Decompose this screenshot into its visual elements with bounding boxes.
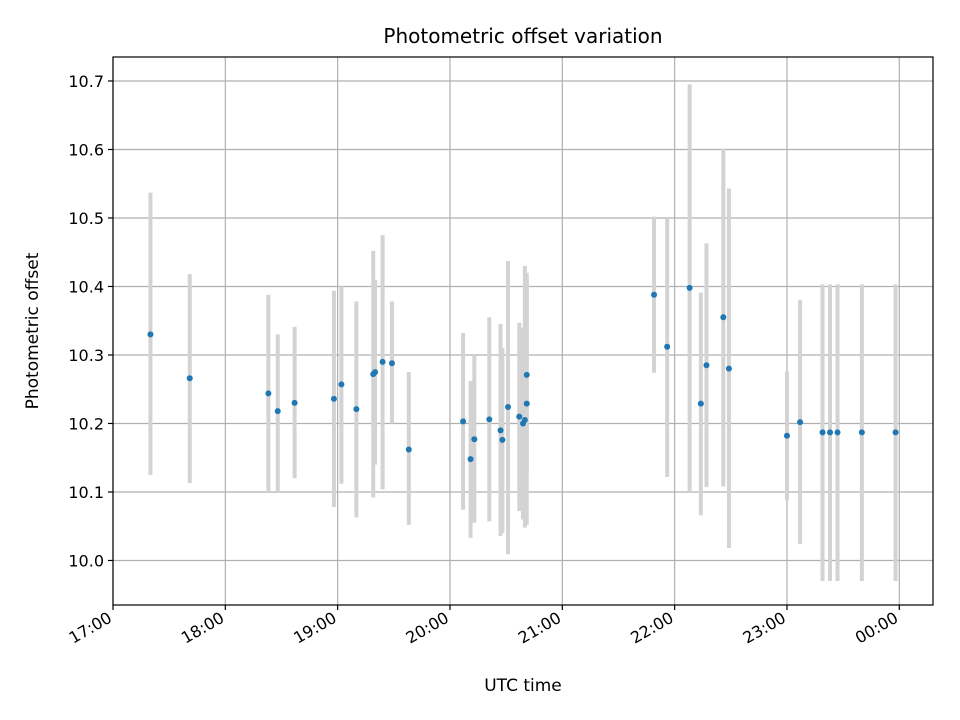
data-point xyxy=(486,416,493,423)
data-point xyxy=(460,418,467,425)
y-tick-label: 10.2 xyxy=(68,414,104,433)
data-point xyxy=(819,429,826,436)
data-point xyxy=(353,406,360,413)
y-tick-label: 10.1 xyxy=(68,483,104,502)
y-tick-label: 10.6 xyxy=(68,140,104,159)
data-point xyxy=(523,400,530,407)
data-point xyxy=(703,362,710,369)
chart-title: Photometric offset variation xyxy=(383,24,662,48)
y-axis-label: Photometric offset xyxy=(23,252,43,409)
data-point xyxy=(467,456,474,463)
data-point xyxy=(858,429,865,436)
data-point xyxy=(523,371,530,378)
data-point xyxy=(330,395,337,402)
data-point xyxy=(720,314,727,321)
data-points xyxy=(147,284,899,463)
data-point xyxy=(147,331,154,338)
data-point xyxy=(834,429,841,436)
data-point xyxy=(497,427,504,434)
data-point xyxy=(664,343,671,350)
data-point xyxy=(388,360,395,367)
data-point xyxy=(686,284,693,291)
y-tick-label: 10.5 xyxy=(68,209,104,228)
data-point xyxy=(186,375,193,382)
data-point xyxy=(499,436,506,443)
data-point xyxy=(291,399,298,406)
data-point xyxy=(338,381,345,388)
data-point xyxy=(379,358,386,365)
data-point xyxy=(797,419,804,426)
data-point xyxy=(471,436,478,443)
y-tick-label: 10.4 xyxy=(68,277,104,296)
data-point xyxy=(505,404,512,411)
data-point xyxy=(697,400,704,407)
y-tick-label: 10.3 xyxy=(68,346,104,365)
y-axis: 10.0 10.1 10.2 10.3 10.4 10.5 10.6 10.7 xyxy=(68,72,113,570)
data-point xyxy=(274,408,281,415)
data-point xyxy=(265,390,272,397)
data-point xyxy=(405,446,412,453)
y-tick-label: 10.7 xyxy=(68,72,104,91)
plot-frame xyxy=(112,56,934,606)
x-axis-label: UTC time xyxy=(484,676,562,696)
data-point xyxy=(372,369,379,376)
data-point xyxy=(827,429,834,436)
data-point xyxy=(516,413,523,420)
y-tick-label: 10.0 xyxy=(68,551,104,570)
data-point xyxy=(783,432,790,439)
data-point xyxy=(725,365,732,372)
data-point xyxy=(651,291,658,298)
data-point xyxy=(892,429,899,436)
data-point xyxy=(521,417,528,424)
